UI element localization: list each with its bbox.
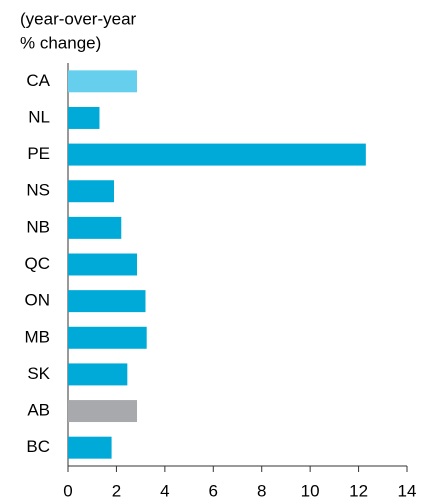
y-tick-label: ON [25,291,51,310]
x-tick-label: 6 [209,481,218,500]
y-tick-label: NS [26,181,50,200]
bar [68,143,366,166]
y-tick-label: NL [28,107,50,126]
y-tick-label: AB [27,401,50,420]
bar [68,70,138,93]
bar [68,180,115,203]
chart-title: (year-over-year [20,9,137,28]
bar [68,253,138,276]
y-tick-label: PE [27,144,50,163]
y-tick-label: QC [25,254,51,273]
x-tick-label: 10 [301,481,320,500]
bar [68,436,112,459]
y-tick-label: MB [25,327,51,346]
chart-title: % change) [20,33,101,52]
bar [68,326,147,349]
bar [68,106,100,129]
x-tick-label: 14 [398,481,417,500]
y-tick-label: NB [26,217,50,236]
y-tick-label: BC [26,437,50,456]
x-tick-label: 2 [112,481,121,500]
x-tick-label: 12 [349,481,368,500]
x-tick-label: 4 [160,481,169,500]
x-tick-label: 8 [257,481,266,500]
x-tick-label: 0 [63,481,72,500]
bar [68,290,146,313]
y-tick-label: SK [27,364,50,383]
bar [68,216,122,239]
y-tick-label: CA [26,71,50,90]
bar [68,400,138,423]
bar [68,363,128,386]
